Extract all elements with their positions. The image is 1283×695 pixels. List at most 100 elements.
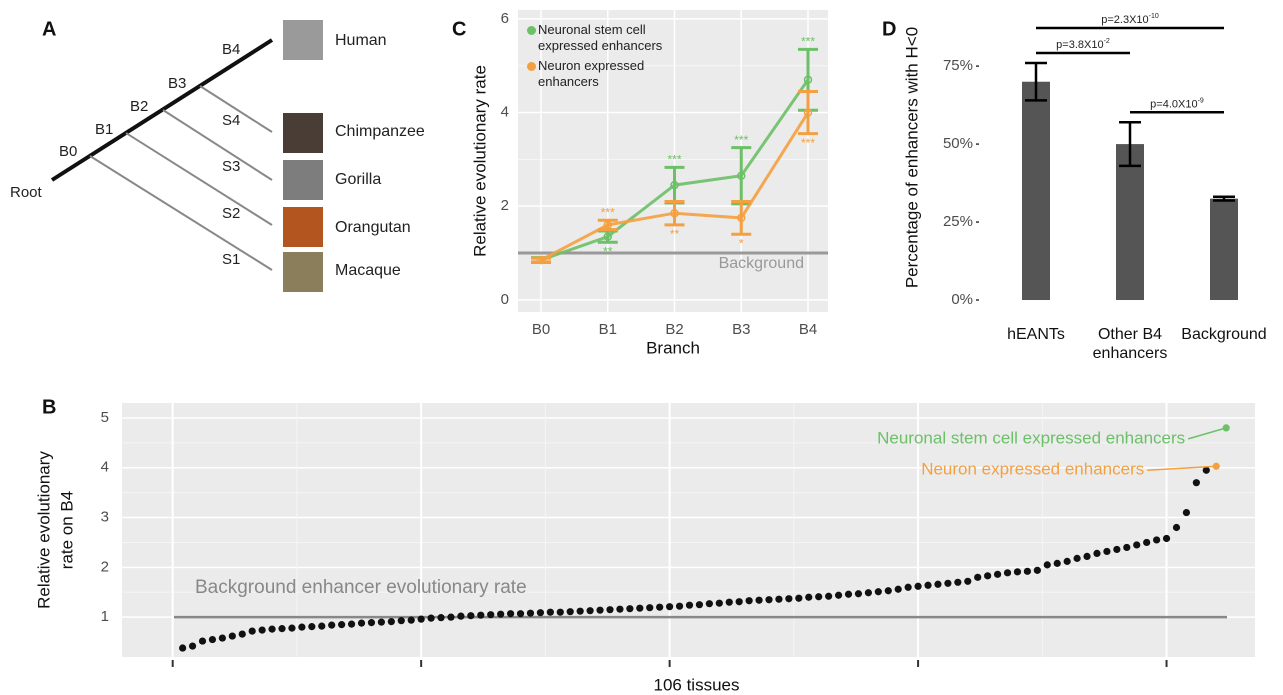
data-point	[278, 625, 285, 632]
data-point	[358, 620, 365, 627]
data-point	[1173, 524, 1180, 531]
data-point	[517, 610, 524, 617]
x-tick-label: B4	[799, 321, 817, 338]
data-point	[308, 623, 315, 630]
data-point	[835, 592, 842, 599]
x-tick-label: B2	[665, 321, 683, 338]
legend-label: Neuron expressed enhancers	[538, 58, 688, 90]
data-point	[219, 634, 226, 641]
species-label: Human	[335, 32, 387, 49]
data-point	[626, 605, 633, 612]
data-point	[318, 623, 325, 630]
y-axis-title: Relative evolutionary	[34, 451, 53, 609]
data-point	[537, 609, 544, 616]
x-axis-title: Branch	[646, 338, 700, 357]
data-point	[378, 619, 385, 626]
data-point	[487, 611, 494, 618]
data-point	[785, 595, 792, 602]
species-photo	[283, 252, 323, 292]
data-point	[726, 599, 733, 606]
species-photo	[283, 113, 323, 153]
data-point	[328, 622, 335, 629]
error-bar	[1213, 197, 1235, 201]
branch-label: S2	[222, 205, 240, 222]
data-point	[1024, 568, 1031, 575]
branch-label: S1	[222, 251, 240, 268]
data-point	[755, 597, 762, 604]
figure: A Root B0 B1 B2 B3 B4 S1 S2 S3 S4 Human …	[0, 0, 1283, 695]
data-point	[924, 582, 931, 589]
branch-label: B4	[222, 41, 240, 58]
panel-label: B	[42, 396, 56, 418]
p-value-text: p=2.3X10	[1101, 14, 1148, 26]
data-point	[646, 604, 653, 611]
data-point	[875, 588, 882, 595]
data-point	[964, 578, 971, 585]
data-point	[418, 616, 425, 623]
data-point	[268, 626, 275, 633]
y-tick-label: 0	[501, 291, 509, 308]
species-label: Macaque	[335, 262, 401, 279]
data-point	[765, 596, 772, 603]
p-value-exponent: -9	[1198, 97, 1204, 104]
data-point	[437, 614, 444, 621]
species-label: Gorilla	[335, 171, 381, 188]
data-point	[1093, 550, 1100, 557]
data-point	[1153, 536, 1160, 543]
y-tick-label: 3	[101, 509, 109, 526]
data-point	[825, 593, 832, 600]
data-point	[1113, 546, 1120, 553]
data-point	[239, 630, 246, 637]
y-axis-title: Relative evolutionary rate	[470, 65, 489, 257]
branch-label: B2	[130, 98, 148, 115]
x-tick-label: B3	[732, 321, 750, 338]
data-point	[567, 608, 574, 615]
data-point	[338, 621, 345, 628]
data-point	[974, 574, 981, 581]
data-point	[1133, 541, 1140, 548]
point-annotation: Neuronal stem cell expressed enhancers	[877, 428, 1185, 447]
data-point	[805, 594, 812, 601]
species-photo	[283, 207, 323, 247]
x-tick-label: B1	[599, 321, 617, 338]
y-axis-title: Percentage of enhancers with H<0	[902, 27, 921, 288]
data-point	[815, 593, 822, 600]
data-point	[427, 615, 434, 622]
data-point	[447, 614, 454, 621]
data-point	[1073, 555, 1080, 562]
p-value: p=3.8X10-2	[1056, 38, 1110, 51]
branch-label: S4	[222, 112, 240, 129]
y-tick-label: 4	[501, 104, 509, 121]
data-point	[507, 610, 514, 617]
data-point	[229, 632, 236, 639]
p-value: p=2.3X10-10	[1101, 13, 1159, 26]
data-point	[467, 612, 474, 619]
tree-branch	[90, 156, 272, 270]
data-point	[905, 584, 912, 591]
data-point	[527, 610, 534, 617]
data-point	[1103, 548, 1110, 555]
panel-label: D	[882, 18, 896, 40]
x-axis-title: 106 tissues	[654, 675, 740, 694]
data-point	[746, 597, 753, 604]
significance-label: ***	[801, 136, 815, 150]
data-point	[686, 602, 693, 609]
data-point	[855, 590, 862, 597]
species-label: Orangutan	[335, 219, 411, 236]
data-point	[1183, 509, 1190, 516]
data-point	[1014, 568, 1021, 575]
data-point	[388, 618, 395, 625]
data-point	[1193, 479, 1200, 486]
data-point	[179, 644, 186, 651]
y-axis-title: rate on B4	[57, 491, 76, 569]
data-point	[1034, 567, 1041, 574]
p-value-exponent: -10	[1149, 13, 1159, 20]
data-point	[547, 609, 554, 616]
data-point	[577, 608, 584, 615]
reference-label: Background	[719, 255, 804, 272]
data-point	[209, 636, 216, 643]
point-annotation: Neuron expressed enhancers	[921, 460, 1144, 479]
data-point	[1054, 560, 1061, 567]
data-point	[259, 627, 266, 634]
x-tick-label: B0	[532, 321, 550, 338]
